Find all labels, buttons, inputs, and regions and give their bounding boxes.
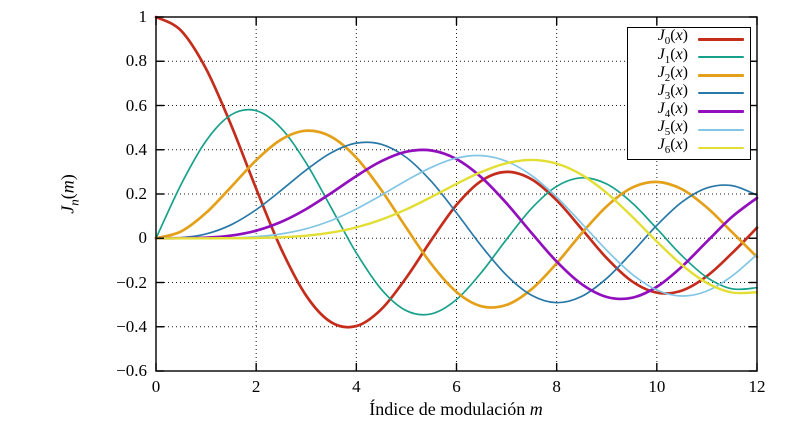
legend: J0(x) J1(x) J2(x) J3(x) J4(x) J5(x) J6(x) (627, 27, 751, 160)
x-tick-label: 8 (552, 377, 561, 396)
y-tick-label: 0.2 (125, 184, 147, 203)
legend-label: J2(x) (657, 63, 688, 84)
y-tick-label: 0.6 (125, 95, 147, 115)
y-tick-label: −0.6 (116, 361, 147, 380)
legend-label: J6(x) (657, 136, 688, 157)
xlabel-variable: m (529, 399, 543, 419)
curve-J0x (154, 15, 759, 329)
y-tick-label: 0.8 (125, 51, 147, 71)
ylabel-variable: m (57, 180, 78, 194)
legend-item: J4(x) (630, 100, 744, 121)
legend-color-line (698, 110, 744, 114)
curves (154, 15, 759, 329)
xlabel-text: Índice de modulación (369, 399, 530, 419)
x-tick-label: 10 (648, 377, 666, 396)
curve-J5x (155, 154, 758, 297)
ylabel-paren-close: ) (57, 174, 78, 181)
curve-J2x (154, 129, 759, 309)
legend-item: J5(x) (630, 118, 744, 139)
y-tick-label: −0.4 (116, 316, 147, 336)
legend-item: J3(x) (630, 81, 744, 103)
legend-item: J6(x) (630, 136, 744, 157)
y-tick-label: −0.2 (116, 272, 147, 292)
legend-label: J5(x) (657, 118, 688, 139)
legend-color-line (698, 73, 744, 77)
x-tick-label: 4 (352, 377, 361, 396)
legend-color-line (698, 56, 744, 59)
x-tick-label: 0 (151, 377, 161, 396)
legend-item: J0(x) (630, 27, 744, 48)
curve-J6x (154, 158, 759, 295)
legend-item: J2(x) (630, 63, 744, 84)
legend-color-line (698, 92, 744, 95)
legend-label: J0(x) (657, 27, 688, 48)
curve-J4x (154, 148, 759, 301)
x-tick-label: 6 (452, 377, 461, 396)
y-tick-label: 1 (138, 7, 148, 26)
legend-item: J1(x) (630, 45, 744, 66)
legend-color-line (698, 37, 744, 41)
ylabel-paren-open: ( (57, 193, 78, 200)
curve-J1x (155, 108, 758, 316)
legend-color-line (698, 128, 744, 131)
x-tick-label: 2 (251, 377, 261, 396)
legend-label: J4(x) (657, 100, 688, 121)
x-tick-label: 12 (748, 377, 766, 396)
curve-J3x (155, 141, 758, 304)
y-tick-label: 0.4 (125, 139, 147, 159)
legend-color-line (698, 146, 744, 149)
y-tick-label: 0 (138, 228, 148, 248)
legend-label: J3(x) (657, 81, 688, 103)
ylabel-base: J (57, 205, 78, 214)
legend-label: J1(x) (657, 45, 688, 66)
x-axis-label: Índice de modulación m (369, 399, 542, 420)
